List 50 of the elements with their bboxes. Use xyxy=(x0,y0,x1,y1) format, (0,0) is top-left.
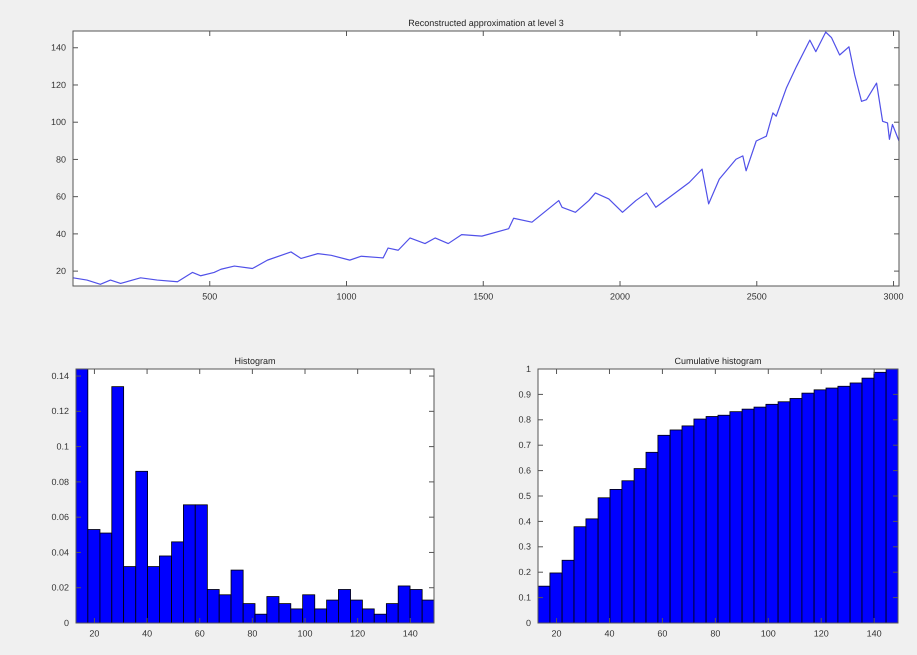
x-tick-label: 80 xyxy=(710,628,720,638)
y-tick-label: 60 xyxy=(56,192,66,202)
y-tick-label: 120 xyxy=(50,80,66,90)
y-tick-label: 0.5 xyxy=(518,490,531,501)
y-tick-label: 40 xyxy=(56,228,66,239)
x-tick-label: 120 xyxy=(814,628,829,638)
x-tick-label: 60 xyxy=(194,628,205,638)
x-tick-label: 120 xyxy=(350,628,366,638)
y-tick-label: 80 xyxy=(56,154,66,164)
chart-title: Cumulative histogram xyxy=(674,356,762,366)
x-tick-label: 40 xyxy=(142,628,152,638)
x-tick-label: 100 xyxy=(760,628,776,638)
x-tick-label: 40 xyxy=(604,628,614,638)
y-tick-label: 0.14 xyxy=(51,370,69,381)
y-tick-label: 0.1 xyxy=(518,592,531,602)
y-tick-label: 0.6 xyxy=(518,465,531,476)
y-tick-label: 0 xyxy=(526,618,531,628)
x-tick-label: 2500 xyxy=(746,291,767,302)
y-tick-label: 20 xyxy=(56,266,66,276)
y-tick-label: 0.12 xyxy=(51,406,69,416)
line-series xyxy=(72,32,900,285)
y-tick-label: 0.4 xyxy=(518,516,531,526)
chart-title: Histogram xyxy=(234,356,276,366)
y-tick-label: 100 xyxy=(50,117,66,128)
x-tick-label: 2000 xyxy=(610,291,630,302)
x-tick-label: 1000 xyxy=(336,291,357,302)
y-tick-label: 0.02 xyxy=(51,582,69,593)
x-tick-label: 3000 xyxy=(884,291,904,302)
x-tick-label: 140 xyxy=(866,628,882,638)
y-tick-label: 0.06 xyxy=(51,512,69,522)
x-tick-label: 500 xyxy=(202,291,218,302)
x-tick-label: 20 xyxy=(552,628,562,638)
y-tick-label: 140 xyxy=(50,42,66,53)
y-tick-label: 0.7 xyxy=(518,440,531,450)
y-tick-label: 0.1 xyxy=(56,441,69,452)
y-tick-label: 0.3 xyxy=(518,542,531,552)
y-tick-label: 0.04 xyxy=(51,547,69,558)
x-tick-label: 60 xyxy=(657,628,668,638)
y-tick-label: 0.9 xyxy=(518,389,531,400)
y-tick-label: 0 xyxy=(64,618,69,628)
x-tick-label: 80 xyxy=(247,628,258,638)
x-tick-label: 140 xyxy=(402,628,418,638)
chart-title: Reconstructed approximation at level 3 xyxy=(408,18,564,28)
y-tick-label: 0.8 xyxy=(518,414,531,425)
y-tick-label: 0.08 xyxy=(51,476,69,487)
x-tick-label: 1500 xyxy=(473,291,494,302)
x-tick-label: 100 xyxy=(298,628,313,638)
y-tick-label: 0.2 xyxy=(518,567,531,578)
x-tick-label: 20 xyxy=(89,628,100,638)
y-tick-label: 1 xyxy=(526,364,531,374)
